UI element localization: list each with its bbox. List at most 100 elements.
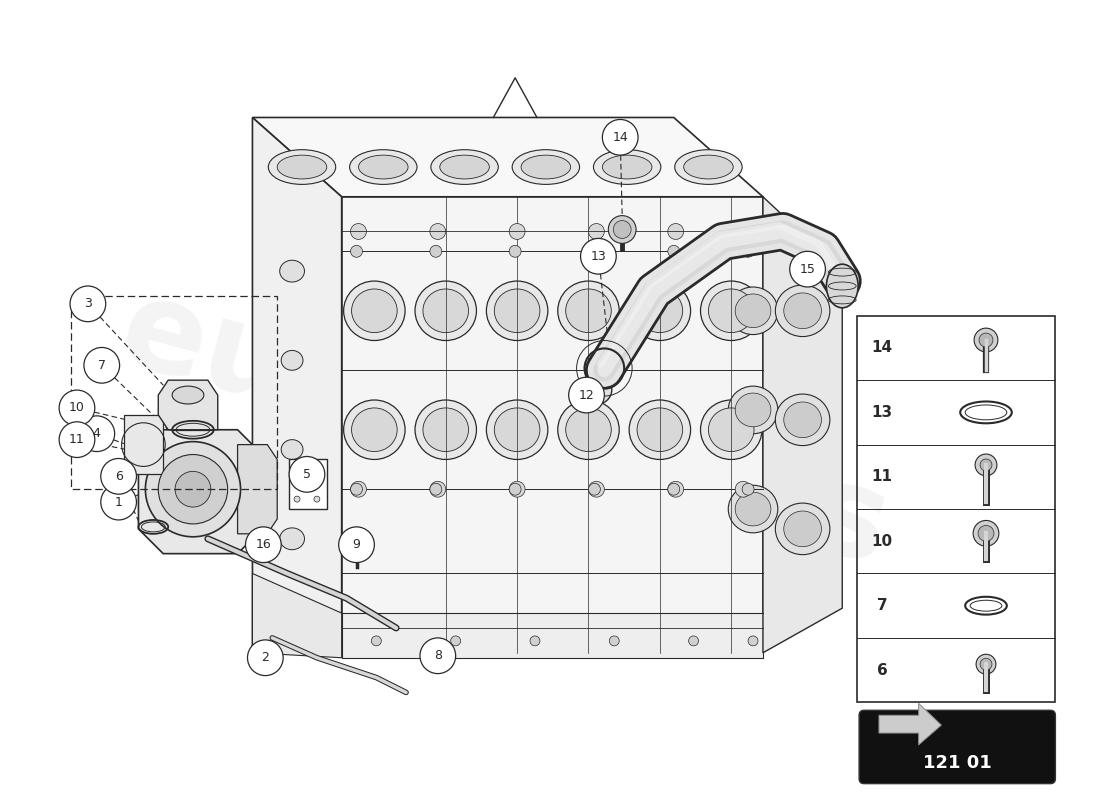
- Ellipse shape: [728, 287, 778, 334]
- Ellipse shape: [422, 408, 469, 451]
- Polygon shape: [139, 430, 263, 554]
- Circle shape: [609, 636, 619, 646]
- Text: 4: 4: [92, 427, 101, 440]
- Ellipse shape: [486, 400, 548, 459]
- Text: a passion for performance since 1985: a passion for performance since 1985: [314, 500, 757, 617]
- Ellipse shape: [558, 281, 619, 341]
- Circle shape: [689, 636, 698, 646]
- Polygon shape: [252, 118, 763, 197]
- Circle shape: [101, 484, 136, 520]
- Text: 11: 11: [871, 470, 892, 484]
- Circle shape: [351, 482, 366, 497]
- Circle shape: [372, 636, 382, 646]
- Polygon shape: [252, 118, 342, 653]
- Ellipse shape: [565, 408, 612, 451]
- Ellipse shape: [440, 155, 490, 179]
- Ellipse shape: [172, 386, 204, 404]
- Ellipse shape: [776, 285, 829, 337]
- Ellipse shape: [486, 281, 548, 341]
- Polygon shape: [763, 197, 843, 653]
- Ellipse shape: [674, 150, 742, 184]
- Circle shape: [588, 246, 601, 258]
- Circle shape: [668, 482, 684, 497]
- Circle shape: [588, 482, 604, 497]
- Text: 3: 3: [84, 298, 91, 310]
- Ellipse shape: [343, 281, 405, 341]
- Circle shape: [349, 535, 364, 550]
- Circle shape: [742, 246, 754, 258]
- Circle shape: [974, 521, 999, 546]
- Circle shape: [608, 216, 636, 243]
- Ellipse shape: [431, 150, 498, 184]
- Ellipse shape: [521, 155, 571, 179]
- Circle shape: [314, 496, 320, 502]
- Ellipse shape: [593, 150, 661, 184]
- FancyBboxPatch shape: [859, 710, 1055, 784]
- Ellipse shape: [494, 289, 540, 333]
- Polygon shape: [289, 459, 327, 509]
- Circle shape: [101, 458, 136, 494]
- Ellipse shape: [701, 281, 762, 341]
- Text: 9: 9: [353, 538, 361, 551]
- Ellipse shape: [352, 289, 397, 333]
- Circle shape: [581, 238, 616, 274]
- Text: 14: 14: [613, 131, 628, 144]
- Text: eurospares: eurospares: [108, 269, 902, 590]
- Circle shape: [351, 223, 366, 239]
- Ellipse shape: [637, 289, 683, 333]
- Text: 10: 10: [69, 402, 85, 414]
- Polygon shape: [879, 703, 942, 745]
- Text: 13: 13: [591, 250, 606, 262]
- Ellipse shape: [279, 260, 305, 282]
- Text: 12: 12: [579, 389, 594, 402]
- Ellipse shape: [282, 440, 303, 459]
- Circle shape: [351, 483, 363, 495]
- Circle shape: [748, 636, 758, 646]
- Circle shape: [735, 482, 751, 497]
- Circle shape: [668, 246, 680, 258]
- Ellipse shape: [565, 289, 612, 333]
- Ellipse shape: [429, 646, 447, 662]
- Polygon shape: [252, 574, 342, 658]
- Circle shape: [975, 328, 998, 352]
- Ellipse shape: [735, 294, 771, 328]
- Circle shape: [145, 442, 241, 537]
- Circle shape: [979, 333, 993, 347]
- Text: 14: 14: [871, 341, 892, 355]
- Polygon shape: [173, 395, 212, 430]
- Text: 121 01: 121 01: [923, 754, 991, 772]
- Circle shape: [175, 471, 211, 507]
- Bar: [857, 316, 1055, 702]
- Text: 10: 10: [871, 534, 892, 549]
- Circle shape: [588, 483, 601, 495]
- Ellipse shape: [277, 155, 327, 179]
- Ellipse shape: [415, 281, 476, 341]
- Ellipse shape: [268, 150, 336, 184]
- Circle shape: [451, 636, 461, 646]
- Circle shape: [742, 483, 754, 495]
- Text: 2: 2: [262, 651, 270, 664]
- Text: 6: 6: [114, 470, 122, 483]
- Circle shape: [614, 221, 631, 238]
- Circle shape: [314, 465, 320, 470]
- Circle shape: [430, 482, 446, 497]
- Circle shape: [976, 654, 996, 674]
- Ellipse shape: [629, 281, 691, 341]
- Ellipse shape: [684, 155, 734, 179]
- Ellipse shape: [728, 386, 778, 434]
- Polygon shape: [342, 613, 763, 658]
- Ellipse shape: [279, 528, 305, 550]
- Ellipse shape: [558, 400, 619, 459]
- Text: 7: 7: [98, 359, 106, 372]
- Ellipse shape: [494, 408, 540, 451]
- Polygon shape: [158, 380, 218, 430]
- Circle shape: [59, 422, 95, 458]
- Circle shape: [603, 119, 638, 155]
- Circle shape: [430, 223, 446, 239]
- Polygon shape: [342, 197, 763, 653]
- Text: 6: 6: [877, 662, 888, 678]
- Ellipse shape: [735, 492, 771, 526]
- Circle shape: [790, 251, 825, 287]
- Text: 16: 16: [255, 538, 272, 551]
- Circle shape: [975, 454, 997, 476]
